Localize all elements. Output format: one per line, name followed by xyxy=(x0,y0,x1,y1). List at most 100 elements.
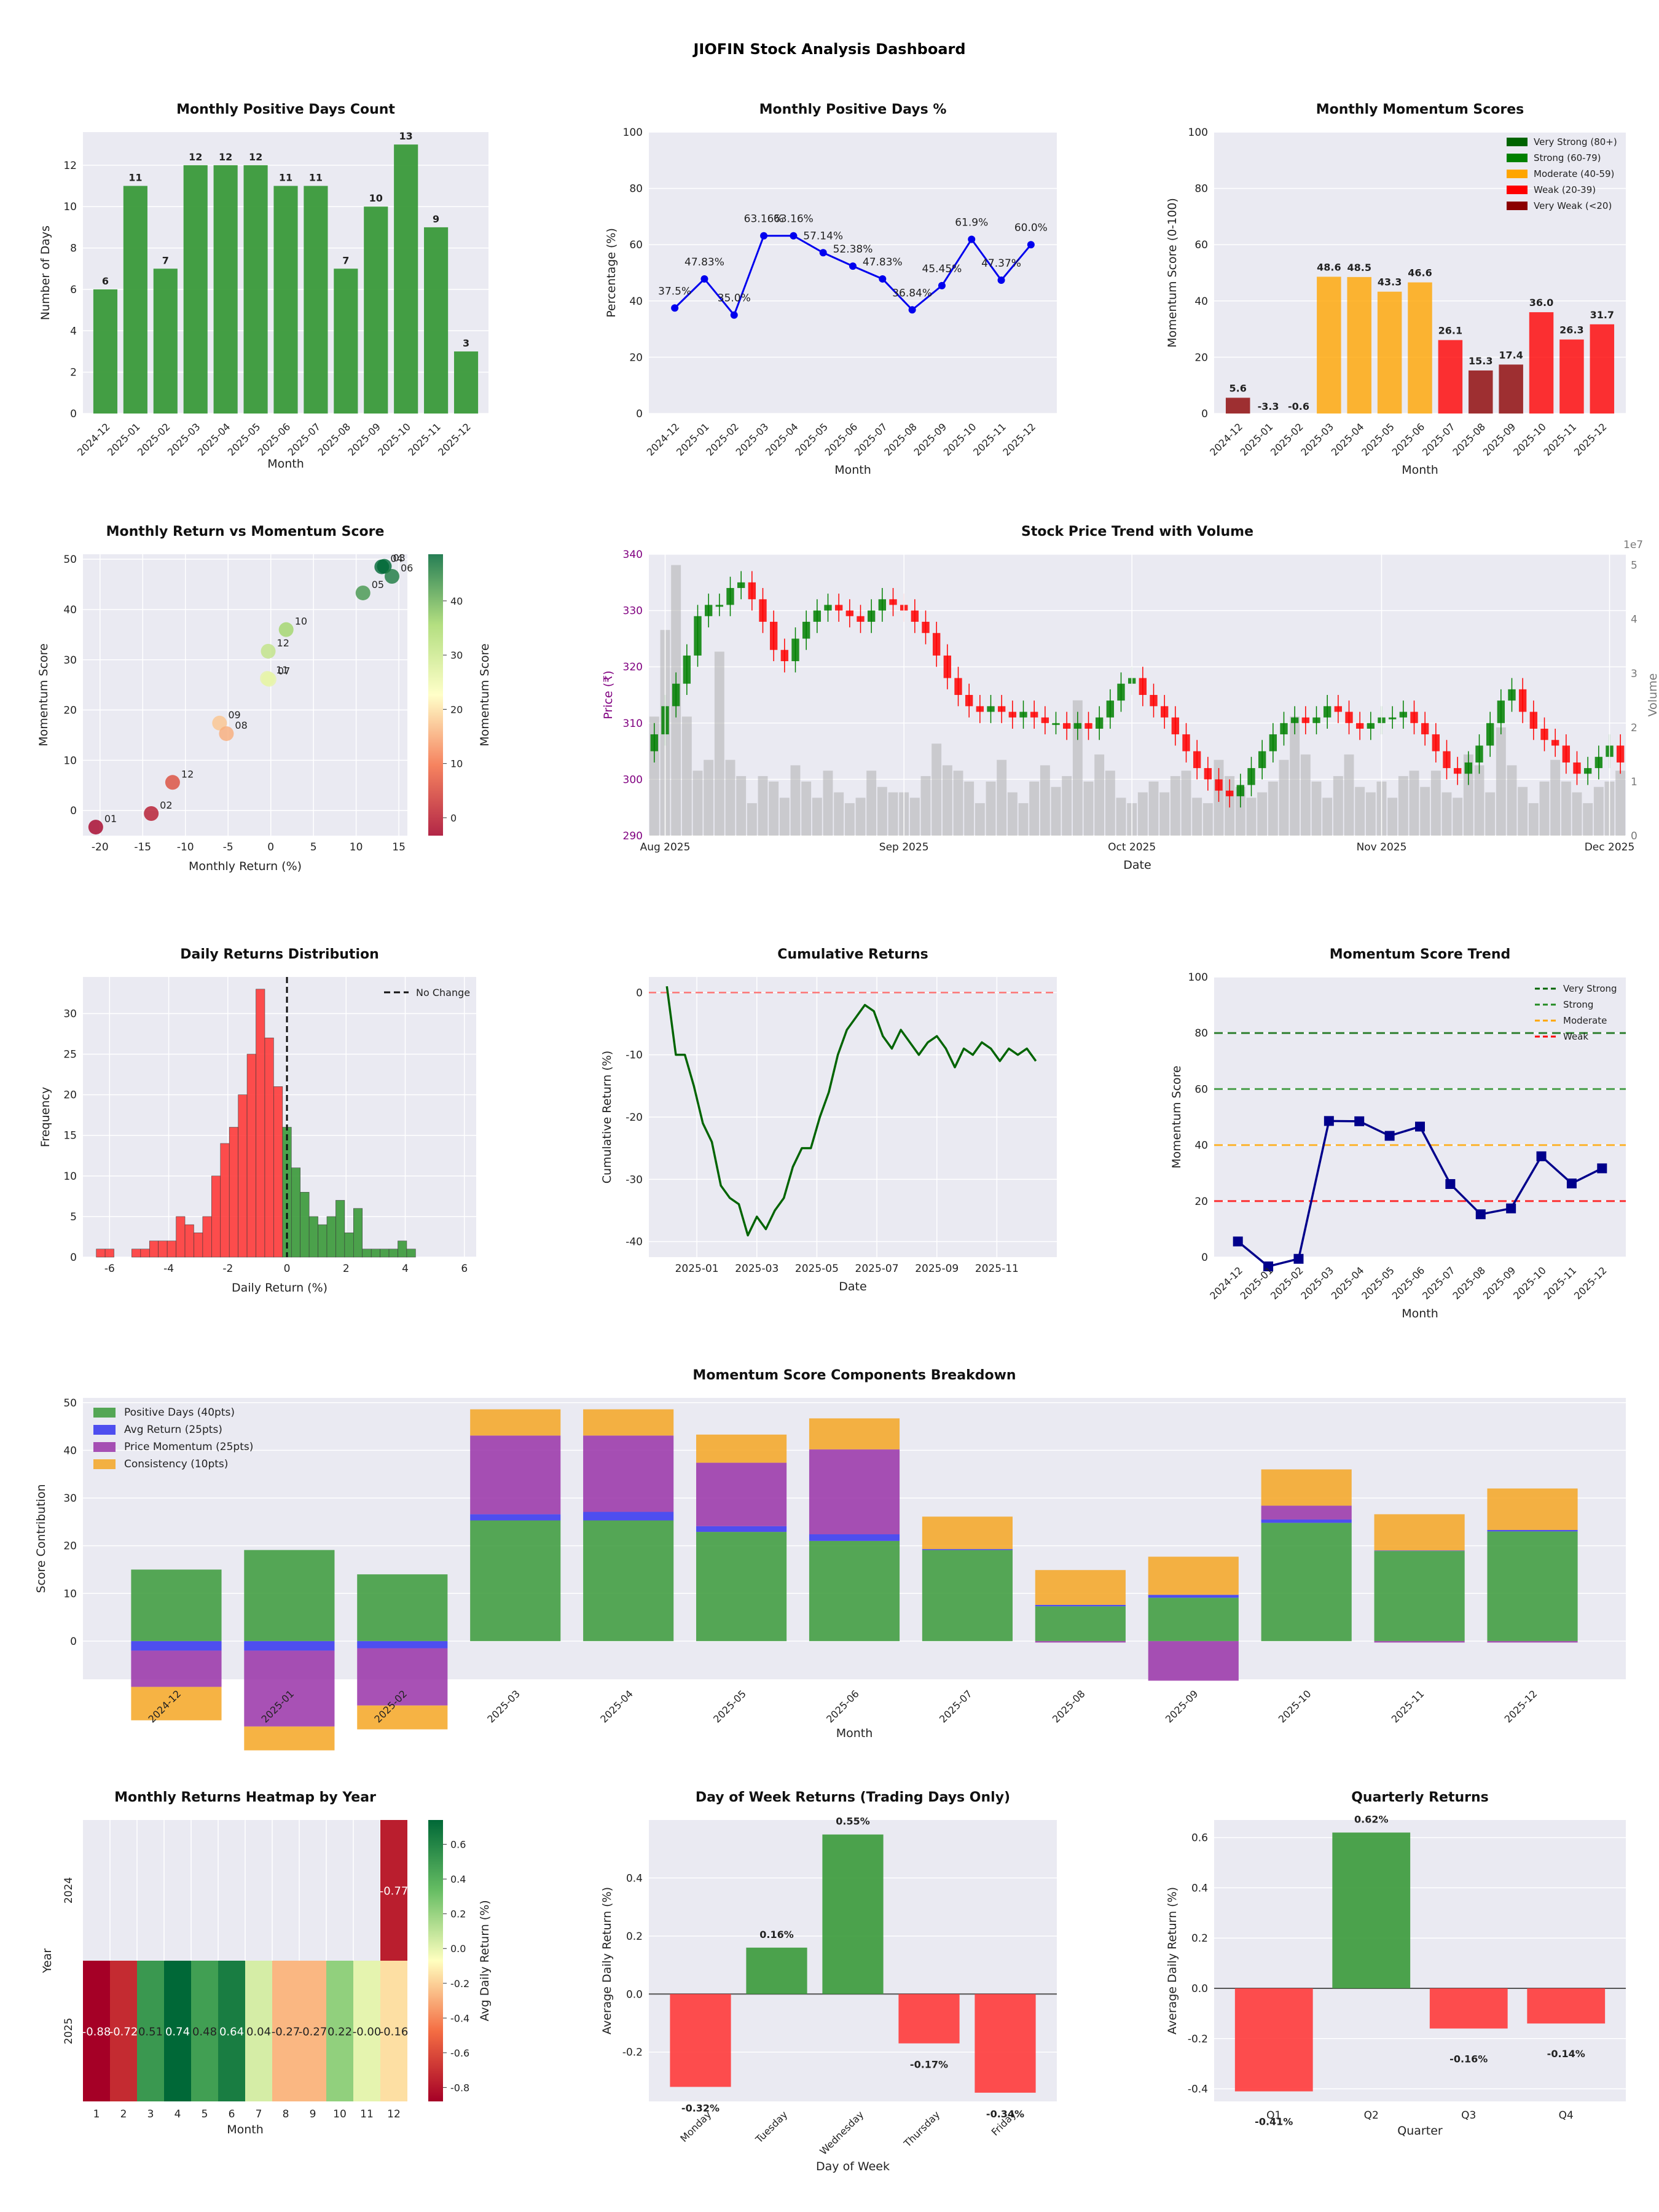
volume-bar xyxy=(964,781,975,836)
x-tick-label: 2025-12 xyxy=(1000,421,1038,458)
x-tick-label: Q3 xyxy=(1461,2109,1476,2122)
cell-value: 0.04 xyxy=(246,2026,271,2039)
bar xyxy=(670,1994,731,2087)
x-tick-label: 2025-09 xyxy=(1163,1688,1201,1725)
data-label: 11 xyxy=(279,172,292,184)
y-tick-label: -30 xyxy=(626,1174,643,1186)
stacked-bar-segment xyxy=(809,1449,900,1535)
candle-body xyxy=(1573,762,1581,774)
data-point xyxy=(908,306,916,314)
x-tick-label: 2025-11 xyxy=(406,421,443,458)
x-tick-label: 2025-08 xyxy=(1450,1265,1488,1302)
data-point xyxy=(968,235,976,243)
y-tick-label: 0 xyxy=(1201,1252,1208,1264)
bar xyxy=(1408,282,1432,414)
volume-bar xyxy=(1441,792,1452,836)
candle-body xyxy=(1139,678,1147,695)
x-tick-label: 2025-01 xyxy=(105,421,143,458)
candle-body xyxy=(1084,723,1092,729)
stacked-bar-segment xyxy=(583,1409,674,1436)
volume-bar xyxy=(758,776,768,836)
y-tick-label: 20 xyxy=(63,705,77,717)
candle-body xyxy=(845,610,854,616)
stacked-bar-segment xyxy=(1487,1530,1578,1532)
candle-body xyxy=(1258,751,1266,769)
histogram-bar xyxy=(256,989,265,1258)
x-tick-label: 2025-05 xyxy=(1359,421,1397,458)
candle-body xyxy=(1345,712,1353,723)
data-label: 15.3 xyxy=(1469,355,1492,367)
bar xyxy=(1529,312,1554,414)
x-tick-label: 2025-03 xyxy=(165,421,203,458)
bar xyxy=(304,186,328,414)
bar xyxy=(213,165,238,414)
colorbar-tick-label: 10 xyxy=(450,758,463,770)
data-label: 17.4 xyxy=(1499,349,1523,361)
x-tick-label: 2025-11 xyxy=(975,1263,1019,1275)
candle-body xyxy=(1301,717,1310,723)
data-label: 35.0% xyxy=(718,292,751,305)
histogram-bar xyxy=(398,1241,407,1258)
y-tick-label: 8 xyxy=(70,243,77,255)
bar xyxy=(822,1834,884,1994)
volume-bar xyxy=(823,771,833,836)
y-tick-label: 10 xyxy=(63,1171,77,1183)
chart-title: Momentum Score Trend xyxy=(1330,947,1510,962)
legend-swatch xyxy=(1507,202,1528,210)
x-tick-label: Q4 xyxy=(1559,2109,1574,2122)
colorbar-tick-label: -0.8 xyxy=(450,2082,469,2093)
volume-bar xyxy=(1116,798,1126,836)
x-axis-label: Month xyxy=(1402,1307,1438,1320)
stacked-bar-segment xyxy=(809,1534,900,1541)
stacked-bar-segment xyxy=(1374,1641,1465,1643)
volume-bar xyxy=(1062,776,1072,836)
candle-body xyxy=(791,638,799,662)
chart-title: Quarterly Returns xyxy=(1351,1790,1489,1805)
point-label: 12 xyxy=(277,637,289,649)
colorbar-tick-label: 40 xyxy=(450,595,463,607)
y-tick-label: 15 xyxy=(63,1130,77,1142)
y-tick-label: 60 xyxy=(1194,239,1208,251)
volume-bar xyxy=(1420,786,1430,836)
x-tick-label: Q1 xyxy=(1266,2109,1281,2122)
data-point xyxy=(819,249,827,257)
x-tick-label: 2024-12 xyxy=(1207,421,1245,458)
candle-body xyxy=(857,616,865,622)
volume-bar xyxy=(855,798,866,836)
stacked-bar-segment xyxy=(357,1574,448,1641)
volume-bar xyxy=(1018,803,1029,836)
plot-area xyxy=(1214,977,1626,1257)
legend-swatch xyxy=(1507,154,1528,162)
candle-body xyxy=(1562,745,1571,763)
y-axis-label: Cumulative Return (%) xyxy=(600,1051,614,1183)
heatmap-cell xyxy=(83,1961,110,2101)
x-tick-label: 2025-07 xyxy=(855,1263,899,1275)
histogram-bar xyxy=(202,1216,212,1258)
y-tick-label: 0 xyxy=(1201,408,1208,420)
volume-bar xyxy=(1040,765,1050,836)
y-tick-label: 0.2 xyxy=(1191,1932,1208,1945)
y-tick-label: 40 xyxy=(63,1445,77,1457)
stacked-bar-segment xyxy=(244,1641,335,1651)
bar xyxy=(273,186,298,414)
colorbar-tick-label: 0.4 xyxy=(450,1873,466,1885)
data-label: 0.62% xyxy=(1354,1813,1389,1825)
volume-bar xyxy=(1474,765,1484,836)
volume-bar xyxy=(725,759,735,836)
candle-body xyxy=(1008,712,1017,718)
candle-body xyxy=(1518,689,1527,712)
heatmap-cell xyxy=(137,1961,164,2101)
y-tick-label: 0.0 xyxy=(1191,1983,1208,1995)
x-axis-label: Month xyxy=(1402,463,1438,477)
x-tick-label: 2025-10 xyxy=(1276,1688,1314,1725)
y-tick-label: 0.6 xyxy=(1191,1832,1208,1845)
volume-bar xyxy=(877,786,887,836)
histogram-bar xyxy=(229,1127,238,1258)
stacked-bar-segment xyxy=(1374,1514,1465,1551)
x-tick-label: 2025-11 xyxy=(1389,1688,1427,1725)
data-label: 47.83% xyxy=(863,256,903,269)
volume-bar xyxy=(1246,798,1257,836)
data-point xyxy=(730,311,738,319)
volume-bar xyxy=(931,743,942,836)
